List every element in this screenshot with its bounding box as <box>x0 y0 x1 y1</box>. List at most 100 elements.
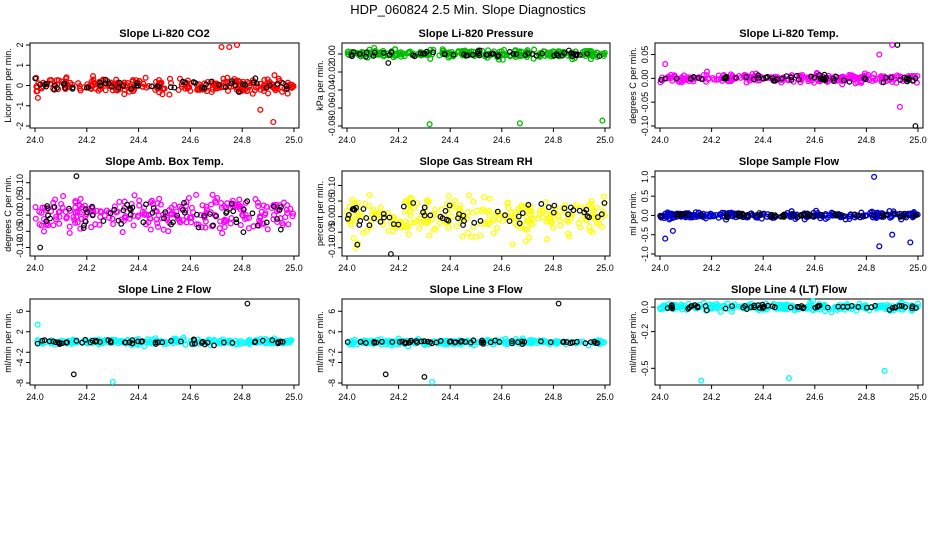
reference-point <box>424 338 431 345</box>
reference-point <box>538 338 544 345</box>
data-point <box>807 303 814 310</box>
reference-point <box>516 220 523 227</box>
outlier-point <box>881 367 888 374</box>
reference-point <box>460 212 467 219</box>
reference-point <box>796 304 802 311</box>
data-point <box>72 219 79 226</box>
data-point <box>284 90 291 97</box>
data-point <box>477 232 484 239</box>
reference-point <box>811 74 818 81</box>
reference-point <box>598 211 605 218</box>
data-point <box>109 215 116 222</box>
data-point <box>490 230 497 237</box>
reference-point <box>229 339 236 346</box>
data-point <box>142 74 149 81</box>
data-point <box>536 207 543 214</box>
data-point <box>395 335 402 342</box>
reference-point <box>380 50 387 56</box>
data-point <box>60 193 67 200</box>
data-point <box>599 224 606 231</box>
reference-point <box>181 199 187 206</box>
reference-point <box>764 73 771 80</box>
y-tick-label: -0.05 <box>327 222 337 243</box>
data-point <box>177 219 184 226</box>
reference-point <box>681 210 688 217</box>
x-tick-label: 25.0 <box>596 263 614 273</box>
data-point <box>70 214 77 221</box>
y-tick-label: 0.05 <box>640 46 650 64</box>
reference-point <box>430 49 437 56</box>
data-point <box>559 204 566 211</box>
reference-point <box>66 205 72 212</box>
data-point <box>282 339 289 346</box>
x-tick-label: 24.8 <box>545 392 563 402</box>
reference-point <box>835 211 842 218</box>
reference-point <box>903 214 909 221</box>
data-point <box>448 213 455 220</box>
data-point <box>160 226 167 233</box>
x-tick-label: 24.8 <box>233 135 251 145</box>
x-tick-label: 25.0 <box>285 392 303 402</box>
reference-point <box>471 219 478 226</box>
reference-point <box>82 206 89 213</box>
data-point <box>893 79 900 86</box>
reference-outlier <box>73 173 80 180</box>
data-point <box>397 49 404 56</box>
reference-point <box>658 213 665 220</box>
reference-point <box>107 210 114 217</box>
reference-point <box>447 338 454 345</box>
data-point <box>264 226 271 233</box>
data-point <box>780 306 787 313</box>
data-point <box>563 217 570 224</box>
reference-point <box>892 304 898 311</box>
reference-point <box>93 338 100 344</box>
data-point <box>445 192 452 200</box>
reference-point <box>560 338 567 345</box>
reference-point <box>509 338 515 344</box>
data-point <box>162 338 169 346</box>
data-point <box>216 225 223 232</box>
data-point <box>136 202 143 209</box>
x-tick-label: 24.0 <box>338 392 356 402</box>
x-tick-label: 24.0 <box>26 392 44 402</box>
data-point <box>187 87 194 95</box>
data-point <box>522 238 529 245</box>
data-point <box>509 241 516 248</box>
reference-point <box>547 339 554 346</box>
reference-point <box>913 212 920 218</box>
figure-title: HDP_060824 2.5 Min. Slope Diagnostics <box>350 2 586 17</box>
reference-point <box>690 73 697 80</box>
reference-point <box>437 213 444 220</box>
reference-point <box>418 338 425 345</box>
reference-point <box>475 48 481 55</box>
x-tick-label: 24.4 <box>130 135 148 145</box>
reference-point <box>229 78 236 84</box>
data-point <box>66 229 73 237</box>
data-point <box>66 223 73 230</box>
data-point <box>479 205 486 213</box>
data-point <box>407 194 414 201</box>
plot-frame <box>29 298 300 386</box>
outlier-point <box>896 103 903 110</box>
data-point <box>56 213 63 220</box>
reference-point <box>494 208 501 215</box>
data-point <box>405 205 412 212</box>
reference-point <box>787 304 794 311</box>
plot-frame <box>341 298 611 386</box>
reference-point <box>192 79 199 86</box>
reference-point <box>240 229 247 236</box>
data-point <box>429 211 437 218</box>
reference-point <box>283 83 290 89</box>
reference-point <box>199 84 205 91</box>
data-point <box>425 199 432 206</box>
y-tick-label: -0.05 <box>15 221 25 242</box>
x-tick-label: 24.4 <box>754 392 772 402</box>
reference-point <box>495 53 501 60</box>
reference-outlier <box>894 42 901 48</box>
reference-point <box>830 75 837 82</box>
data-point <box>512 209 519 217</box>
reference-point <box>846 78 853 85</box>
reference-point <box>389 339 396 345</box>
plot-frame <box>654 42 924 129</box>
